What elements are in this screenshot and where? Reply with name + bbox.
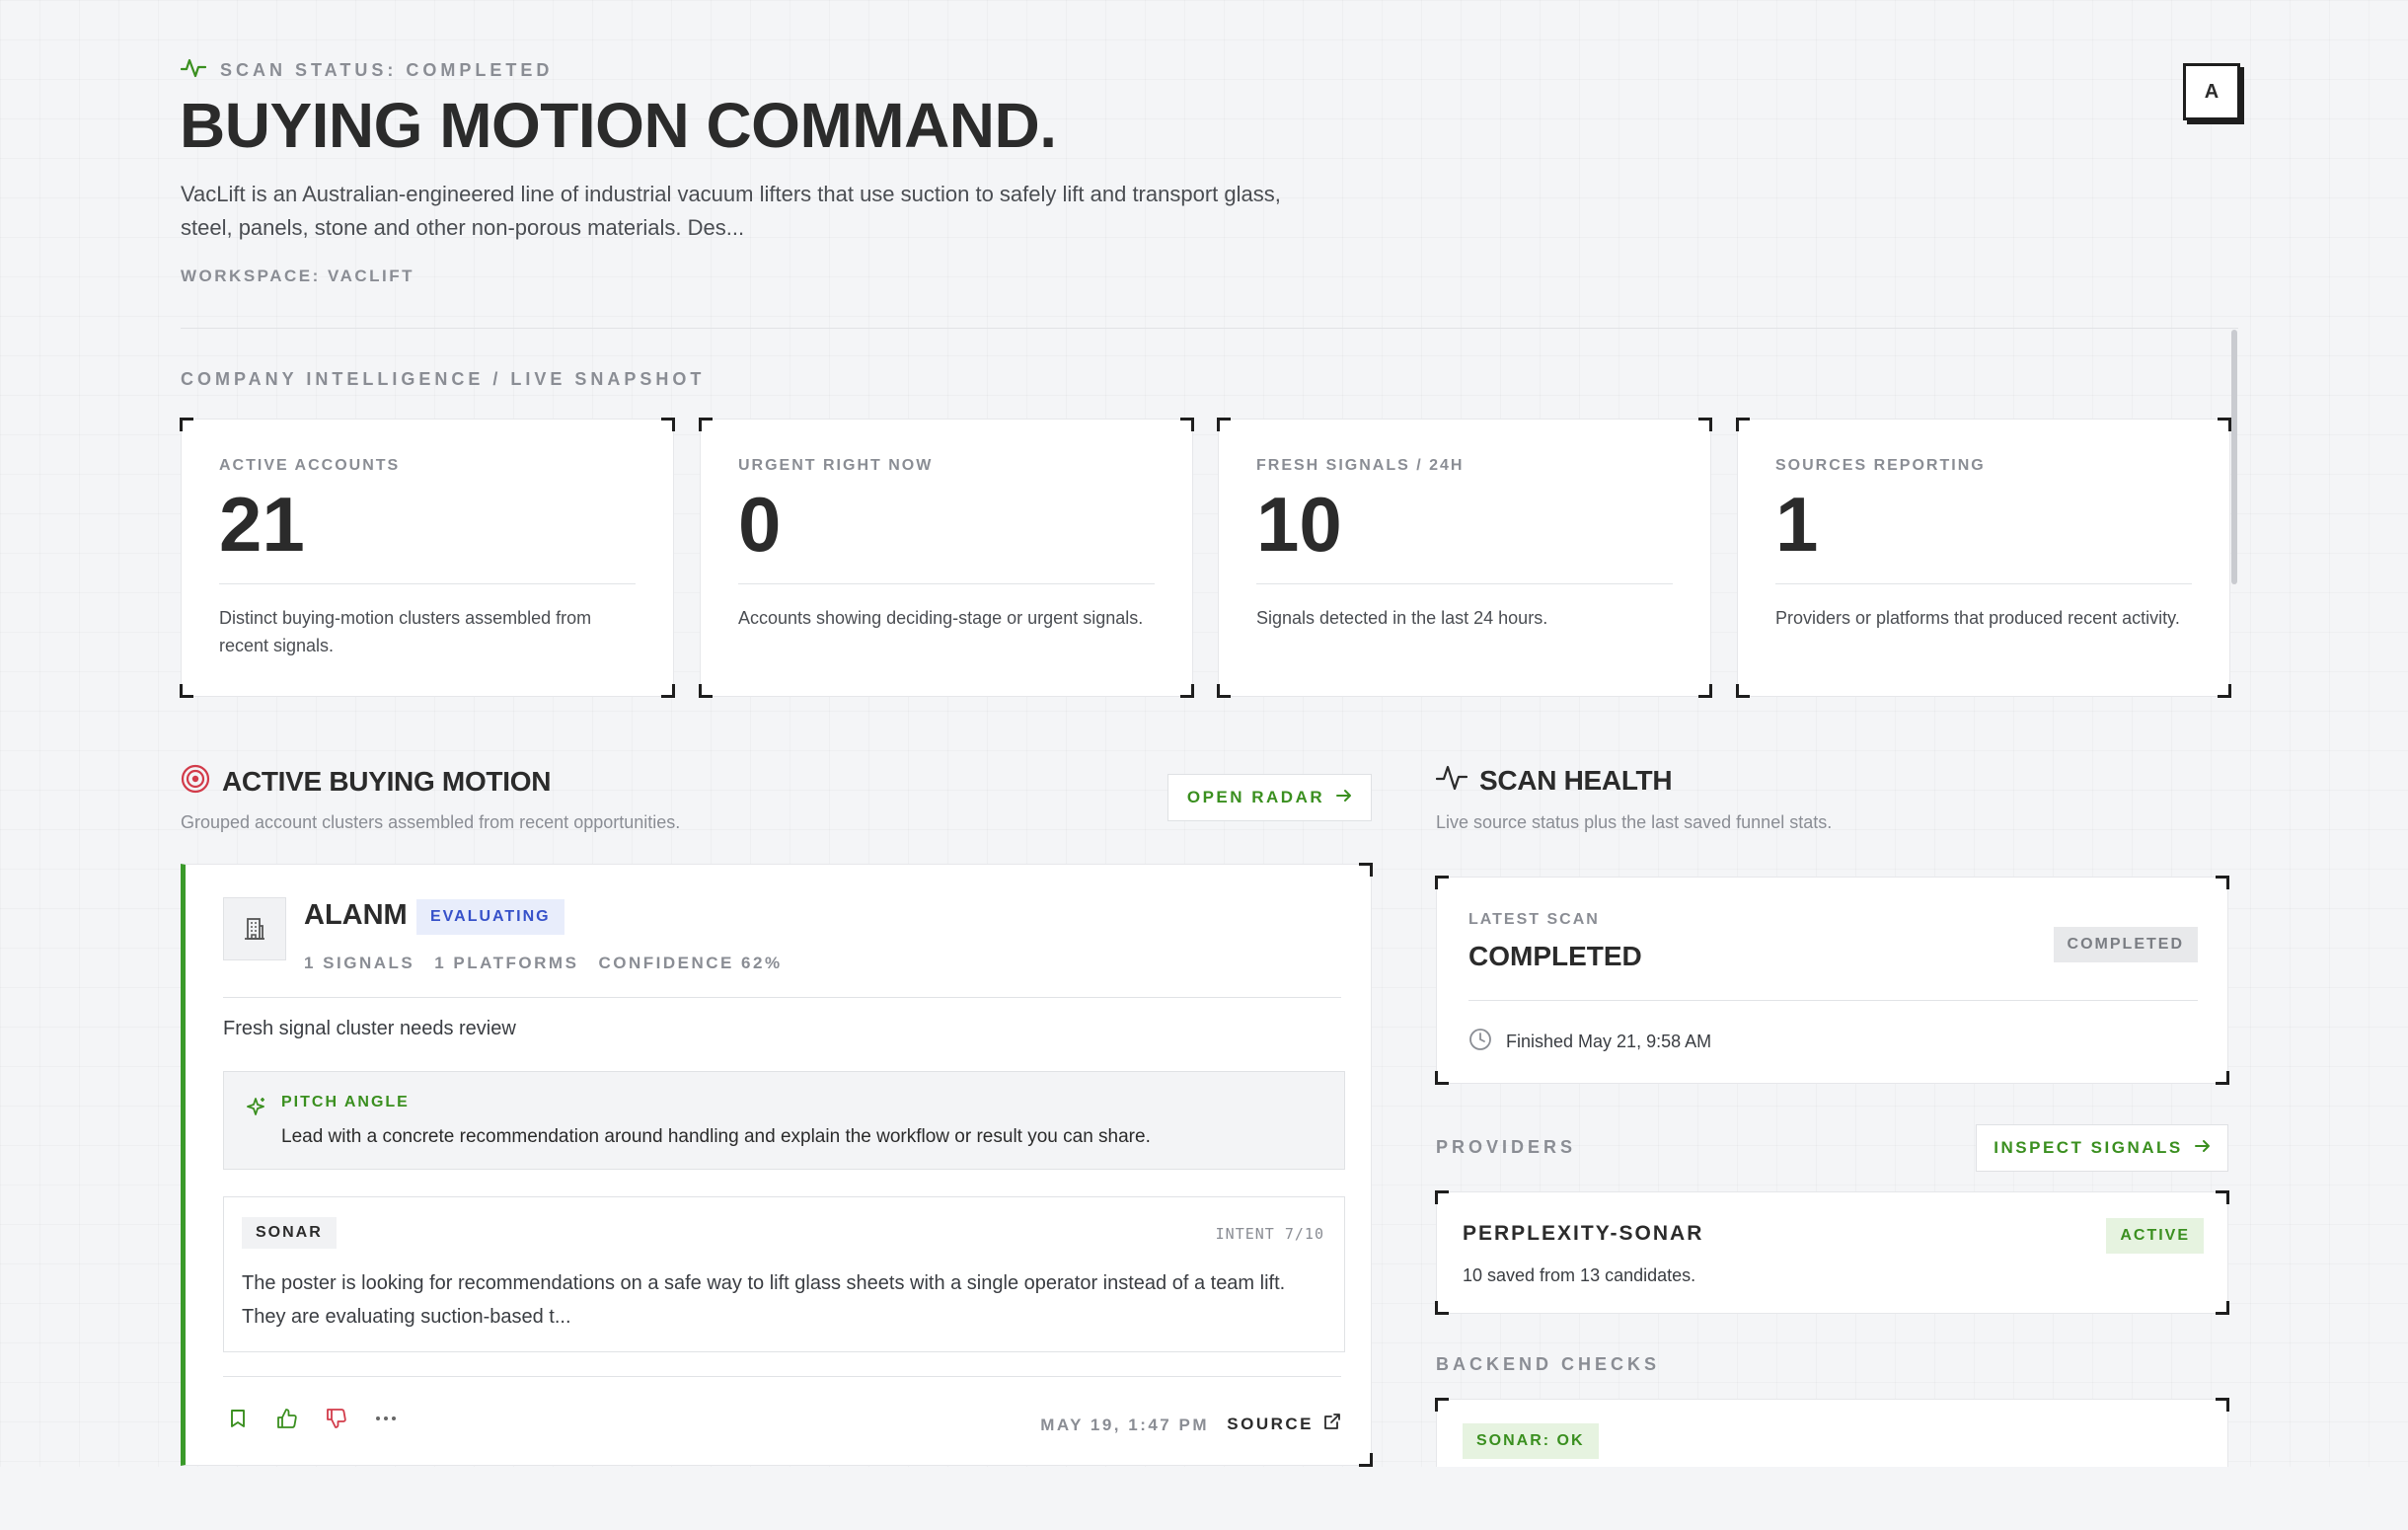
signal-date: MAY 19, 1:47 PM — [1040, 1415, 1209, 1434]
metric-divider — [1775, 583, 2192, 584]
metric-label: ACTIVE ACCOUNTS — [219, 457, 401, 474]
metric-value: 10 — [1256, 481, 1342, 568]
bookmark-icon[interactable] — [225, 1406, 251, 1431]
health-section-header: SCAN HEALTH — [1435, 764, 1673, 797]
open-radar-label: OPEN RADAR — [1186, 788, 1325, 806]
thumbs-down-icon[interactable] — [324, 1406, 349, 1431]
metric-value: 0 — [738, 481, 782, 568]
metric-description: Providers or platforms that produced rec… — [1775, 608, 2180, 628]
avatar-button[interactable]: A — [2183, 63, 2240, 120]
metric-description: Accounts showing deciding-stage or urgen… — [738, 608, 1144, 628]
backend-status-badge: SONAR: OK — [1463, 1423, 1599, 1459]
account-actions — [225, 1406, 399, 1431]
signal-source-tag: SONAR — [242, 1217, 337, 1249]
metric-label: URGENT RIGHT NOW — [738, 457, 934, 474]
platforms-count: 1 PLATFORMS — [434, 954, 579, 972]
external-link-icon — [1323, 1413, 1341, 1435]
metric-label: SOURCES REPORTING — [1775, 457, 1986, 474]
pitch-angle-box: PITCH ANGLE Lead with a concrete recomme… — [223, 1071, 1345, 1170]
latest-scan-value: COMPLETED — [1468, 941, 1642, 971]
metric-value: 21 — [219, 481, 305, 568]
inspect-signals-label: INSPECT SIGNALS — [1994, 1138, 2183, 1157]
building-icon — [223, 897, 286, 960]
metric-card-active-accounts: ACTIVE ACCOUNTS 21 Distinct buying-motio… — [180, 418, 675, 698]
arrow-right-icon — [1336, 788, 1352, 807]
metric-description: Distinct buying-motion clusters assemble… — [219, 608, 592, 655]
target-icon — [181, 764, 210, 799]
viewport-bottom — [0, 1467, 2408, 1530]
open-radar-button[interactable]: OPEN RADAR — [1167, 774, 1372, 821]
sparkle-icon — [244, 1096, 267, 1124]
pitch-angle-text: Lead with a concrete recommendation arou… — [281, 1126, 1151, 1147]
backend-checks-label: BACKEND CHECKS — [1436, 1354, 1661, 1374]
more-icon[interactable] — [373, 1406, 399, 1431]
source-link[interactable]: SOURCE — [1227, 1413, 1341, 1435]
provider-description: 10 saved from 13 candidates. — [1463, 1265, 1696, 1285]
metric-label: FRESH SIGNALS / 24H — [1256, 457, 1465, 474]
providers-label: PROVIDERS — [1436, 1137, 1577, 1157]
health-section-title: SCAN HEALTH — [1479, 764, 1673, 796]
buying-section-header: ACTIVE BUYING MOTION — [181, 764, 551, 799]
metric-divider — [738, 583, 1155, 584]
finished-time: Finished May 21, 9:58 AM — [1468, 1028, 1711, 1056]
account-divider — [223, 997, 1341, 998]
finished-text: Finished May 21, 9:58 AM — [1506, 1032, 1712, 1051]
intel-section-label: COMPANY INTELLIGENCE / LIVE SNAPSHOT — [181, 369, 706, 389]
metric-divider — [219, 583, 636, 584]
provider-name: PERPLEXITY-SONAR — [1463, 1222, 1704, 1245]
thumbs-up-icon[interactable] — [274, 1406, 300, 1431]
scan-status: SCAN STATUS: COMPLETED — [180, 57, 554, 84]
scrollbar-thumb[interactable] — [2231, 330, 2237, 584]
provider-card: PERPLEXITY-SONAR ACTIVE 10 saved from 13… — [1435, 1190, 2229, 1315]
source-label: SOURCE — [1227, 1414, 1314, 1433]
arrow-right-icon — [2194, 1138, 2211, 1158]
health-section-subtitle: Live source status plus the last saved f… — [1436, 812, 1833, 832]
header-divider — [181, 328, 2238, 329]
confidence-score: CONFIDENCE 62% — [598, 954, 783, 972]
buying-section-subtitle: Grouped account clusters assembled from … — [181, 812, 681, 832]
signal-item[interactable]: SONAR INTENT 7/10 The poster is looking … — [223, 1196, 1345, 1352]
page-description: VacLift is an Australian-engineered line… — [181, 182, 1281, 240]
account-card[interactable]: ALANM EVALUATING 1 SIGNALS 1 PLATFORMS C… — [181, 863, 1373, 1467]
activity-icon — [1435, 764, 1468, 797]
intent-score: INTENT 7/10 — [1215, 1225, 1324, 1243]
metric-description: Signals detected in the last 24 hours. — [1256, 608, 1548, 628]
metric-value: 1 — [1775, 481, 1819, 568]
stage-badge: EVALUATING — [416, 899, 564, 935]
activity-icon — [180, 57, 207, 84]
pitch-angle-label: PITCH ANGLE — [281, 1094, 410, 1110]
latest-scan-card: LATEST SCAN COMPLETED COMPLETED Finished… — [1435, 876, 2229, 1085]
clock-icon — [1468, 1028, 1492, 1056]
account-meta: 1 SIGNALS 1 PLATFORMS CONFIDENCE 62% — [304, 954, 783, 973]
latest-scan-divider — [1468, 1000, 2198, 1001]
metric-card-urgent: URGENT RIGHT NOW 0 Accounts showing deci… — [699, 418, 1194, 698]
metric-divider — [1256, 583, 1673, 584]
workspace-label: WORKSPACE: VACLIFT — [181, 267, 415, 285]
signal-text: The poster is looking for recommendation… — [242, 1272, 1286, 1328]
latest-scan-badge: COMPLETED — [2053, 927, 2198, 962]
page-title: BUYING MOTION COMMAND. — [180, 90, 1057, 161]
inspect-signals-button[interactable]: INSPECT SIGNALS — [1976, 1124, 2228, 1172]
account-name: ALANM — [304, 899, 408, 931]
signals-count: 1 SIGNALS — [304, 954, 415, 972]
account-summary: Fresh signal cluster needs review — [223, 1018, 516, 1039]
metric-card-sources: SOURCES REPORTING 1 Providers or platfor… — [1736, 418, 2231, 698]
provider-status-badge: ACTIVE — [2106, 1218, 2204, 1254]
buying-section-title: ACTIVE BUYING MOTION — [222, 765, 552, 797]
metric-card-fresh-signals: FRESH SIGNALS / 24H 10 Signals detected … — [1217, 418, 1712, 698]
scan-status-text: SCAN STATUS: COMPLETED — [220, 60, 554, 80]
backend-checks-card: SONAR: OK — [1435, 1398, 2229, 1530]
account-footer-divider — [223, 1376, 1341, 1377]
latest-scan-label: LATEST SCAN — [1468, 911, 1600, 928]
